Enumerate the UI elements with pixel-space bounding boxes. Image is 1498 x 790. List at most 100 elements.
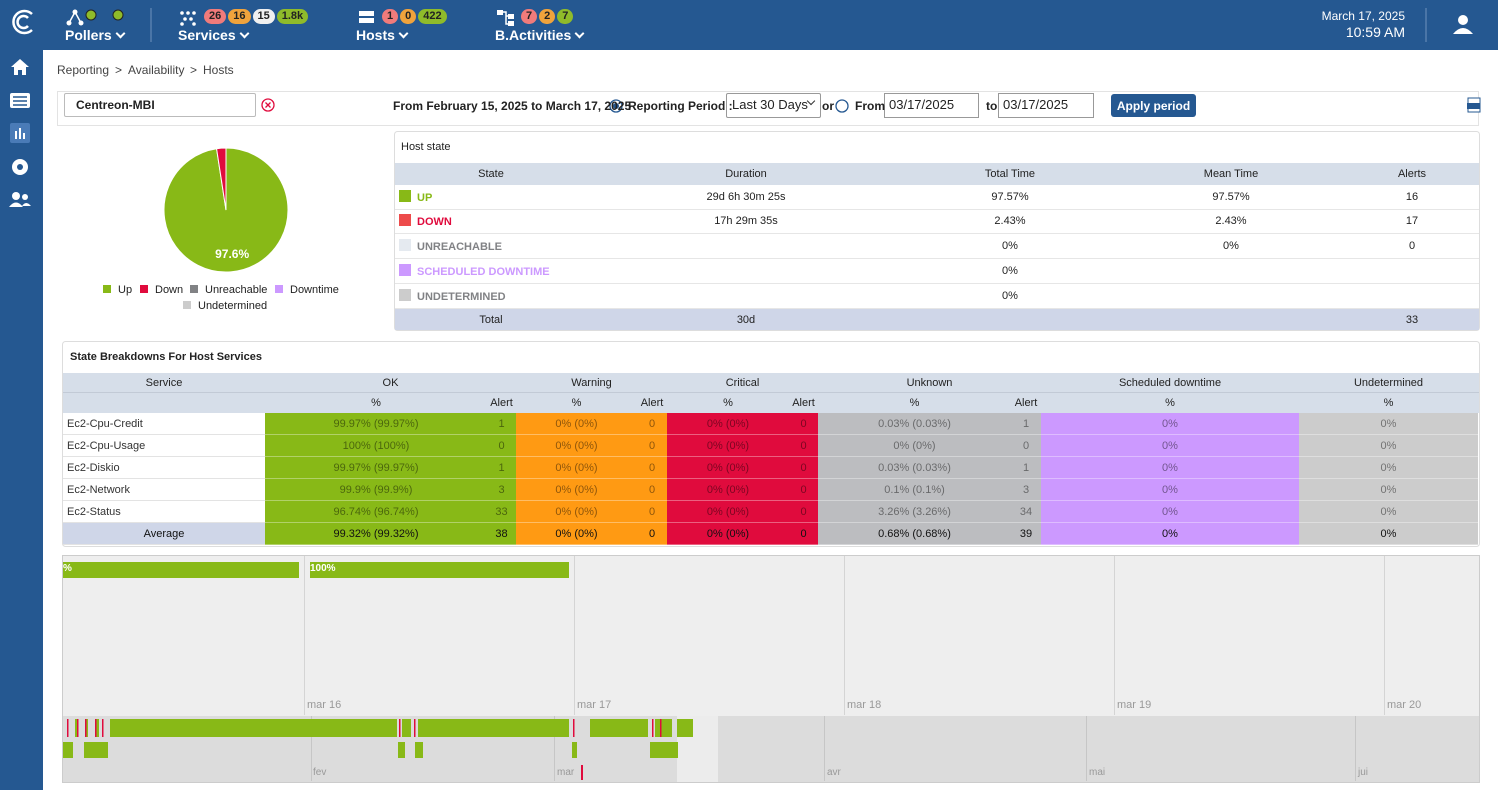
sub-header: % xyxy=(1165,397,1175,409)
badge[interactable]: 0 xyxy=(400,9,417,24)
value-cell: 3.26% (3.26%) xyxy=(818,501,1011,523)
badge[interactable]: 7 xyxy=(557,9,574,24)
cell: 97.57% xyxy=(991,191,1029,203)
value-cell: 0% (0%) xyxy=(516,413,637,435)
overview-alert xyxy=(67,719,69,737)
host-state-panel xyxy=(394,131,1480,331)
value-cell: 3 xyxy=(487,479,516,501)
value-cell: 0 xyxy=(789,413,818,435)
value-cell: 0% xyxy=(1299,523,1478,545)
overview-bar xyxy=(63,742,73,758)
overview-bar xyxy=(415,742,423,758)
or-label: or xyxy=(822,99,834,113)
overview-alert xyxy=(85,719,87,737)
badge[interactable]: 1.8k xyxy=(276,9,309,24)
apply-button[interactable]: Apply period xyxy=(1111,94,1196,117)
value-cell: 0% xyxy=(1299,501,1478,523)
state-label: UNDETERMINED xyxy=(417,291,506,303)
sub-header: Alert xyxy=(1014,397,1038,409)
group-header: Unknown xyxy=(906,376,953,389)
state-label: UNREACHABLE xyxy=(417,241,502,253)
overview-alert xyxy=(652,719,654,737)
host-value: Centreon-MBI xyxy=(76,98,155,112)
total-label: Total xyxy=(479,313,503,326)
user-icon[interactable] xyxy=(1453,15,1473,34)
value-cell: 96.74% (96.74%) xyxy=(265,501,487,523)
value-cell: 100% (100%) xyxy=(265,435,487,457)
overview-axis-label: jui xyxy=(1358,767,1369,778)
menu-text[interactable]: Pollers xyxy=(65,27,112,43)
breakdown-header xyxy=(63,373,1479,413)
cell: 0% xyxy=(1002,240,1018,252)
badge[interactable]: 16 xyxy=(228,9,251,24)
breakdown-panel xyxy=(62,341,1480,547)
overview-bar xyxy=(84,742,108,758)
from-date: 03/17/2025 xyxy=(889,97,955,112)
group-header: OK xyxy=(382,376,399,389)
row-divider xyxy=(395,258,1479,259)
value-cell: 0 xyxy=(789,435,818,457)
service-cell: Average xyxy=(63,523,265,545)
column-header: Mean Time xyxy=(1203,168,1259,180)
overview-alert xyxy=(399,719,401,737)
overview-bar xyxy=(95,719,99,737)
overview-alert xyxy=(102,719,104,737)
badge[interactable]: 7 xyxy=(521,9,538,24)
chart-icon xyxy=(15,128,25,139)
period-text: From February 15, 2025 to March 17, 2025 xyxy=(393,99,632,113)
value-cell: 0 xyxy=(789,479,818,501)
row-divider xyxy=(395,283,1479,284)
chevron xyxy=(239,28,250,39)
value-cell: 0% (0%) xyxy=(667,501,789,523)
period-select[interactable] xyxy=(726,93,821,118)
value-cell: 0 xyxy=(637,457,667,479)
value-cell: 3 xyxy=(1011,479,1041,501)
export-icon[interactable] xyxy=(1467,97,1481,113)
menu-label[interactable]: Pollers xyxy=(65,27,126,43)
timeline-axis-label: mar 20 xyxy=(1387,699,1422,711)
value-cell: 0.03% (0.03%) xyxy=(818,457,1011,479)
to-date-input[interactable] xyxy=(998,93,1094,118)
cell: 2.43% xyxy=(1215,215,1247,227)
cell: 0% xyxy=(1223,240,1239,252)
badge[interactable]: 2 xyxy=(539,9,556,24)
sub-header: % xyxy=(571,397,582,409)
overview-alert xyxy=(573,719,575,737)
overview-axis-label: mai xyxy=(1089,767,1106,778)
value-cell: 0% xyxy=(1299,457,1478,479)
logo[interactable] xyxy=(12,9,33,35)
value-cell: 99.97% (99.97%) xyxy=(265,413,487,435)
host-select[interactable] xyxy=(64,93,256,117)
value-cell: 0% xyxy=(1299,479,1478,501)
state-swatch xyxy=(399,214,411,226)
menu-label[interactable]: Hosts xyxy=(356,27,409,43)
from-date-input[interactable] xyxy=(884,93,979,118)
value-cell: 0 xyxy=(789,501,818,523)
value-cell: 0% (0%) xyxy=(516,479,637,501)
group-header: Critical xyxy=(725,376,760,389)
menu-text[interactable]: Services xyxy=(178,27,236,43)
cell: 0% xyxy=(1002,265,1018,277)
menu-label[interactable]: Services xyxy=(178,27,250,43)
value-cell: 0 xyxy=(789,457,818,479)
menu-label[interactable]: B.Activities xyxy=(495,27,585,43)
menu-text[interactable]: Hosts xyxy=(356,27,395,43)
clear-host[interactable] xyxy=(261,98,275,112)
breadcrumb-item[interactable]: Reporting xyxy=(57,63,110,77)
value-cell: 99.97% (99.97%) xyxy=(265,457,487,479)
timeline-axis-label: mar 17 xyxy=(577,699,612,711)
value-cell: 0% xyxy=(1041,457,1299,479)
timeline-bar xyxy=(63,562,299,578)
radio-range[interactable] xyxy=(835,99,849,113)
breadcrumb-item[interactable]: Availability xyxy=(128,63,185,77)
badge[interactable]: 26 xyxy=(204,9,227,24)
value-cell: 0 xyxy=(637,435,667,457)
host-state-title: Host state xyxy=(401,141,451,153)
badge[interactable]: 422 xyxy=(418,9,447,24)
badge[interactable]: 1 xyxy=(382,9,399,24)
menu-text[interactable]: B.Activities xyxy=(495,27,572,43)
timeline-axis-label: mar 19 xyxy=(1117,699,1152,711)
value-cell: 0% (0%) xyxy=(516,435,637,457)
badge[interactable]: 15 xyxy=(252,9,275,24)
